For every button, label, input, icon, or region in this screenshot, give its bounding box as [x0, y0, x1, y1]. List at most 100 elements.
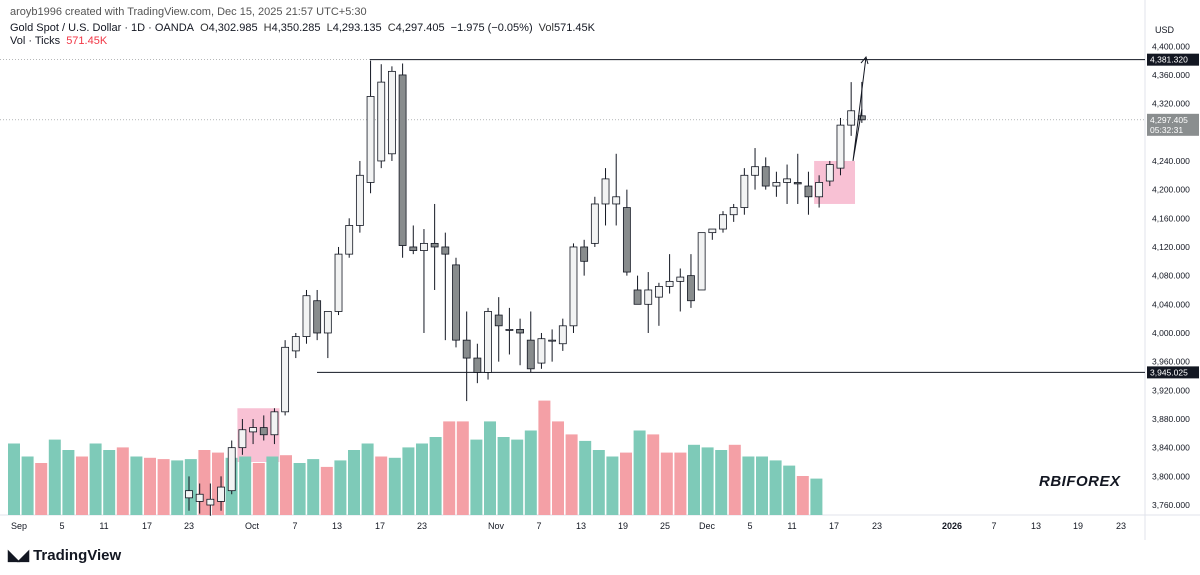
candle-body[interactable] — [815, 182, 824, 198]
arrow-head-icon — [860, 55, 869, 65]
price-tick-label: 3,800.000 — [1152, 471, 1190, 481]
candle-body[interactable] — [494, 314, 503, 327]
candle-body[interactable] — [505, 328, 514, 331]
time-tick-label: 13 — [332, 521, 342, 531]
high-value: 4,350.285 — [271, 22, 321, 34]
candle-body[interactable] — [281, 346, 290, 413]
time-tick-label: 7 — [536, 521, 541, 531]
volume-bar — [538, 400, 551, 515]
candle-body[interactable] — [217, 486, 225, 502]
candle-body[interactable] — [185, 490, 193, 499]
candle-body[interactable] — [612, 196, 621, 205]
candle-body[interactable] — [366, 96, 375, 183]
candle-body[interactable] — [355, 174, 364, 226]
candle-body[interactable] — [580, 246, 589, 262]
volume-bar — [184, 459, 197, 515]
price-tick-label: 4,160.000 — [1152, 213, 1190, 223]
volume-bar — [511, 439, 524, 515]
candle-body[interactable] — [857, 115, 866, 121]
candle-body[interactable] — [655, 285, 663, 298]
candle-body[interactable] — [558, 325, 567, 345]
volume-bar — [456, 421, 469, 515]
price-tick-label: 4,200.000 — [1152, 185, 1190, 195]
candle-body[interactable] — [388, 70, 396, 155]
candle-body[interactable] — [323, 311, 332, 334]
candle-body[interactable] — [676, 276, 685, 282]
volume-bar — [470, 439, 483, 515]
candle-body[interactable] — [249, 427, 257, 433]
volume-bar — [130, 456, 143, 515]
candle-body[interactable] — [377, 81, 386, 162]
time-tick-label: 17 — [142, 521, 152, 531]
candle-body[interactable] — [601, 178, 610, 205]
candle-body[interactable] — [740, 174, 749, 208]
candle-body[interactable] — [836, 124, 845, 169]
price-tick-label: 4,040.000 — [1152, 299, 1190, 309]
candle-body[interactable] — [537, 338, 546, 364]
candle-body[interactable] — [270, 411, 279, 436]
time-tick-label: 25 — [660, 521, 670, 531]
candle-body[interactable] — [259, 427, 268, 436]
candle-body[interactable] — [420, 242, 428, 251]
symbol-name[interactable]: Gold Spot / U.S. Dollar · 1D · OANDA — [10, 22, 194, 34]
candle-body[interactable] — [398, 74, 407, 246]
candle-body[interactable] — [569, 246, 578, 327]
candle-body[interactable] — [783, 178, 791, 183]
candle-body[interactable] — [793, 182, 802, 185]
candle-body[interactable] — [622, 207, 631, 273]
candle-body[interactable] — [452, 264, 460, 341]
candle-body[interactable] — [772, 182, 781, 187]
candle-body[interactable] — [238, 429, 247, 449]
candle-body[interactable] — [334, 253, 343, 312]
candle-body[interactable] — [644, 289, 653, 305]
volume-bar — [103, 450, 116, 515]
symbol-line: Gold Spot / U.S. Dollar · 1D · OANDA O4,… — [10, 22, 598, 34]
candle-body[interactable] — [590, 203, 599, 244]
candle-body[interactable] — [697, 232, 706, 291]
volume-bar — [280, 455, 292, 515]
volume-indicator-line: Vol · Ticks 571.45K — [10, 35, 110, 47]
candle-body[interactable] — [291, 336, 300, 352]
candle-body[interactable] — [804, 185, 813, 198]
price-tick-label: 3,880.000 — [1152, 414, 1190, 424]
volume-indicator-value: 571.45K — [66, 35, 108, 47]
candle-body[interactable] — [345, 225, 354, 255]
volume-bar — [443, 421, 456, 515]
candle-body[interactable] — [526, 339, 535, 370]
candle-body[interactable] — [687, 275, 695, 302]
candle-body[interactable] — [473, 357, 482, 373]
candle-body[interactable] — [462, 339, 471, 359]
level-price-label: 4,381.320 — [1150, 55, 1188, 65]
candle-body[interactable] — [227, 447, 236, 492]
candle-body[interactable] — [719, 214, 727, 230]
candle-body[interactable] — [409, 246, 418, 251]
candle-body[interactable] — [302, 295, 311, 337]
volume-bar — [48, 439, 61, 515]
candle-body[interactable] — [665, 280, 674, 287]
candle-body[interactable] — [206, 498, 215, 506]
price-axis[interactable] — [1145, 0, 1200, 540]
tradingview-brand[interactable]: ◣◢ TradingView — [8, 546, 122, 565]
candle-body[interactable] — [761, 166, 770, 187]
volume-bar — [796, 476, 809, 515]
candle-body[interactable] — [548, 339, 557, 342]
candle-body[interactable] — [516, 328, 524, 334]
projection-arrow-path[interactable] — [852, 56, 867, 162]
candle-body[interactable] — [430, 242, 439, 248]
candle-body[interactable] — [708, 228, 717, 234]
candle-body[interactable] — [751, 166, 759, 176]
candle-body[interactable] — [195, 493, 204, 502]
candle-body[interactable] — [847, 110, 856, 126]
volume-bar — [647, 434, 660, 515]
candle-body[interactable] — [441, 246, 450, 255]
time-tick-label: 11 — [787, 521, 796, 531]
volume-indicator-name[interactable]: Vol · Ticks — [10, 35, 61, 47]
candle-body[interactable] — [484, 311, 492, 373]
candle-body[interactable] — [825, 164, 834, 182]
brand-name: TradingView — [33, 546, 122, 564]
candle-body[interactable] — [729, 207, 738, 216]
candle-body[interactable] — [313, 300, 322, 334]
volume-bar — [674, 452, 687, 515]
candle-body[interactable] — [633, 289, 642, 305]
